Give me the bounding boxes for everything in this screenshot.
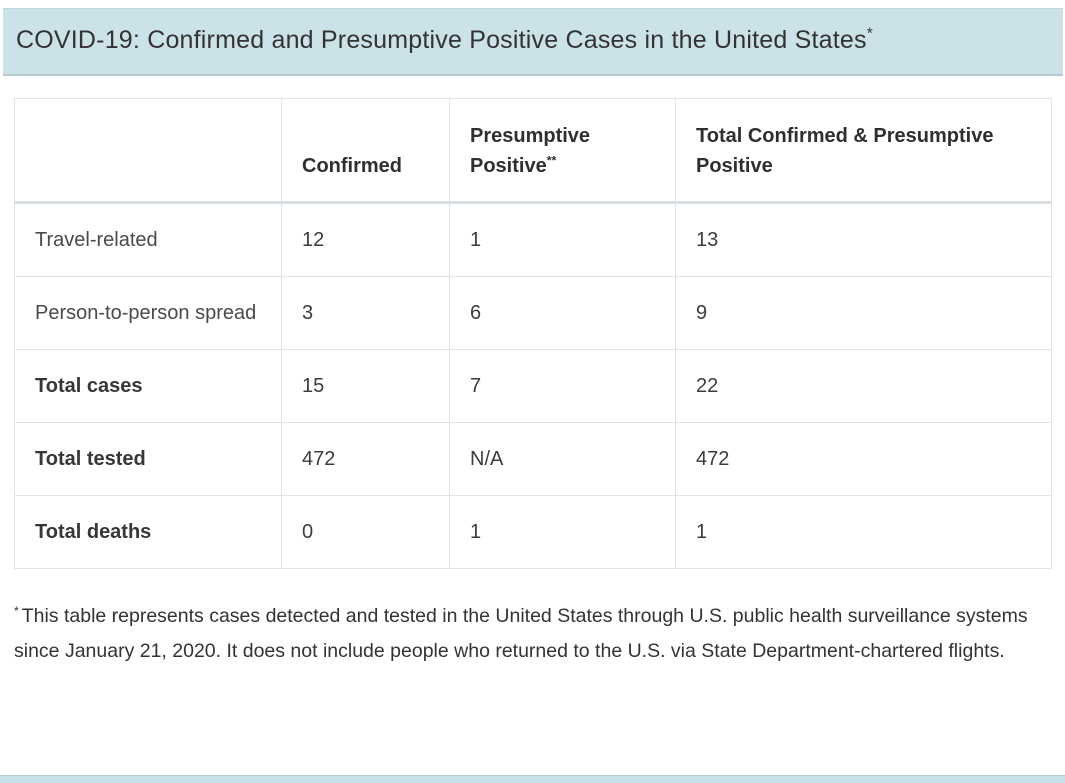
- cell-presumptive: 7: [449, 349, 676, 423]
- page-title-asterisk: *: [866, 25, 873, 43]
- cell-presumptive: 1: [449, 495, 676, 569]
- footnote-asterisk: *: [14, 603, 19, 618]
- cases-table: Confirmed Presumptive Positive** Total C…: [14, 98, 1052, 569]
- cell-total: 1: [675, 495, 1052, 569]
- next-section-bar: [0, 775, 1065, 783]
- table-row-total-deaths: Total deaths 0 1 1: [14, 495, 1052, 569]
- table-row-total-tested: Total tested 472 N/A 472: [14, 422, 1052, 496]
- column-header-confirmed: Confirmed: [281, 98, 450, 204]
- cell-confirmed: 3: [281, 276, 450, 350]
- column-header-label: Presumptive Positive: [470, 125, 591, 177]
- column-header-label: Total Confirmed & Presumptive Positive: [696, 125, 994, 177]
- footnote-text: This table represents cases detected and…: [14, 605, 1028, 662]
- row-label: Total cases: [14, 349, 282, 423]
- footnote: * This table represents cases detected an…: [14, 599, 1049, 668]
- row-label: Person-to-person spread: [14, 276, 282, 350]
- table-header-row: Confirmed Presumptive Positive** Total C…: [14, 98, 1052, 204]
- cell-confirmed: 15: [281, 349, 450, 423]
- section-header: COVID-19: Confirmed and Presumptive Posi…: [3, 8, 1063, 76]
- cell-total: 9: [675, 276, 1052, 350]
- cell-presumptive: 6: [449, 276, 676, 350]
- table-row-total-cases: Total cases 15 7 22: [14, 349, 1052, 423]
- cell-confirmed: 12: [281, 202, 450, 277]
- page-title: COVID-19: Confirmed and Presumptive Posi…: [16, 22, 1039, 59]
- cell-presumptive: N/A: [449, 422, 676, 496]
- table-row-person-to-person: Person-to-person spread 3 6 9: [14, 276, 1052, 350]
- cell-presumptive: 1: [449, 202, 676, 277]
- cell-total: 472: [675, 422, 1052, 496]
- page-title-text: COVID-19: Confirmed and Presumptive Posi…: [16, 26, 867, 54]
- column-header-total: Total Confirmed & Presumptive Positive: [675, 98, 1052, 204]
- column-header-presumptive: Presumptive Positive**: [449, 98, 676, 204]
- row-label: Total tested: [14, 422, 282, 496]
- table-row-travel-related: Travel-related 12 1 13: [14, 202, 1052, 277]
- cell-total: 22: [675, 349, 1052, 423]
- cell-confirmed: 0: [281, 495, 450, 569]
- column-header-label: Confirmed: [302, 155, 402, 177]
- row-label: Travel-related: [14, 202, 282, 277]
- cell-total: 13: [675, 202, 1052, 277]
- row-label: Total deaths: [14, 495, 282, 569]
- column-header-marker: **: [546, 153, 557, 168]
- column-header-empty: [14, 98, 282, 204]
- cell-confirmed: 472: [281, 422, 450, 496]
